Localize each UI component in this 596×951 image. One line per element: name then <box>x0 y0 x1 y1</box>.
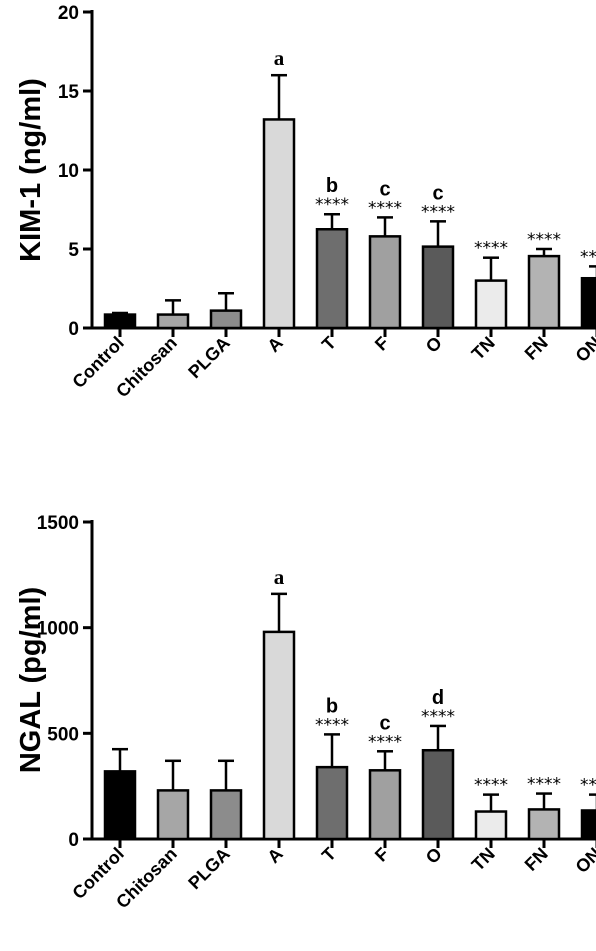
bar-f <box>368 235 402 330</box>
y-tick-label: 1000 <box>37 619 79 640</box>
significance-stars: **** <box>474 776 508 796</box>
x-tick-label: F <box>371 844 393 866</box>
significance-stars: **** <box>527 230 561 250</box>
y-tick-label: 500 <box>47 724 79 745</box>
group-letter: b <box>326 695 338 717</box>
x-tick-label: T <box>318 844 340 866</box>
bar-plga <box>209 309 243 330</box>
group-letter: a <box>274 46 285 70</box>
x-tick-label: O <box>422 844 446 868</box>
x-tick-label: PLGA <box>184 333 234 383</box>
x-tick-label: ON <box>572 333 596 366</box>
bar-on <box>580 276 596 330</box>
significance-stars: **** <box>421 707 455 727</box>
x-tick-label: TN <box>468 844 499 875</box>
bar-a <box>262 118 296 330</box>
y-tick-label: 0 <box>68 830 79 851</box>
bar-o <box>421 748 455 841</box>
y-tick-label: 15 <box>58 82 80 103</box>
bar-fn <box>527 254 561 330</box>
bar-o <box>421 245 455 330</box>
y-tick-label: 5 <box>68 240 79 261</box>
significance-stars: **** <box>580 247 596 267</box>
x-tick-label: FN <box>521 844 552 875</box>
bar-chitosan <box>156 789 190 841</box>
x-tick-label: FN <box>521 333 552 364</box>
group-letter: a <box>274 565 285 589</box>
group-letter: b <box>326 175 338 197</box>
significance-stars: **** <box>474 239 508 259</box>
x-tick-label: O <box>422 333 446 357</box>
x-tick-label: ON <box>572 844 596 877</box>
y-axis-label: NGAL (pg/ml) <box>15 587 47 773</box>
significance-stars: **** <box>315 715 349 735</box>
bar-t <box>315 228 349 330</box>
bar-tn <box>474 279 508 330</box>
y-tick-label: 10 <box>58 161 79 182</box>
x-tick-label: T <box>318 333 340 355</box>
significance-stars: **** <box>368 198 402 218</box>
significance-stars: **** <box>421 202 455 222</box>
group-letter: c <box>432 182 443 204</box>
bar-chitosan <box>156 313 190 330</box>
bar-plga <box>209 789 243 841</box>
bar-fn <box>527 808 561 841</box>
group-letter: c <box>379 712 390 734</box>
y-tick-label: 0 <box>68 319 79 340</box>
x-tick-label: TN <box>468 333 499 364</box>
significance-stars: **** <box>368 732 402 752</box>
y-tick-label: 1500 <box>37 513 79 534</box>
x-tick-label: A <box>263 333 286 356</box>
group-letter: c <box>379 178 390 200</box>
significance-stars: **** <box>527 775 561 795</box>
x-tick-label: PLGA <box>184 844 234 894</box>
x-tick-label: F <box>371 333 393 355</box>
y-tick-label: 20 <box>58 3 79 24</box>
x-tick-label: A <box>263 844 286 867</box>
bar-control <box>103 770 137 841</box>
bar-on <box>580 809 596 841</box>
bar-a <box>262 630 296 841</box>
bar-f <box>368 769 402 841</box>
bar-control <box>103 313 137 330</box>
significance-stars: **** <box>315 195 349 215</box>
group-letter: d <box>432 687 444 709</box>
bar-t <box>315 765 349 841</box>
significance-stars: **** <box>580 776 596 796</box>
y-axis-label: KIM-1 (ng/ml) <box>15 78 47 262</box>
bar-tn <box>474 810 508 841</box>
